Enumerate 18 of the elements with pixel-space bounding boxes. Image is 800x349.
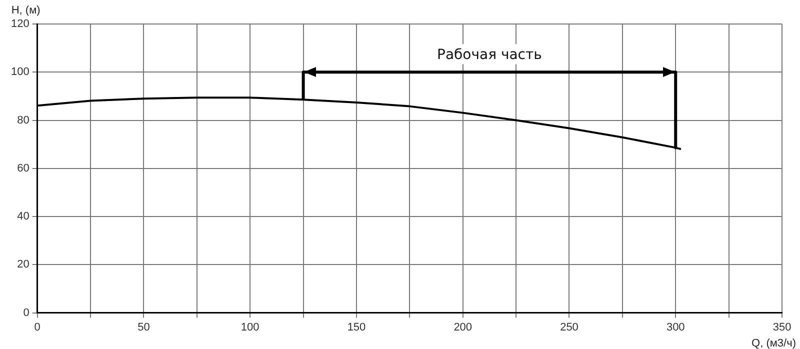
x-tick-label: 150	[347, 321, 366, 334]
x-tick-label: 300	[666, 321, 685, 334]
y-axis-title: H, (м)	[11, 4, 40, 17]
y-tick-label: 80	[17, 114, 30, 126]
x-tick-label: 250	[560, 321, 578, 334]
x-tick-label: 100	[240, 321, 260, 334]
y-tick-label: 0	[23, 306, 30, 319]
y-tick-label: 100	[10, 66, 30, 78]
x-tick-label: 0	[34, 321, 40, 334]
y-tick-label: 60	[17, 162, 30, 174]
x-tick-label: 200	[454, 321, 472, 334]
x-axis-title: Q, (м3/ч)	[752, 337, 796, 349]
y-tick-label: 40	[17, 210, 30, 223]
y-tick-label: 120	[10, 18, 30, 30]
annotation: Рабочая часть	[437, 46, 542, 63]
x-tick-label: 50	[138, 321, 150, 334]
x-tick-label: 350	[772, 321, 792, 334]
y-tick-label: 20	[17, 258, 30, 271]
